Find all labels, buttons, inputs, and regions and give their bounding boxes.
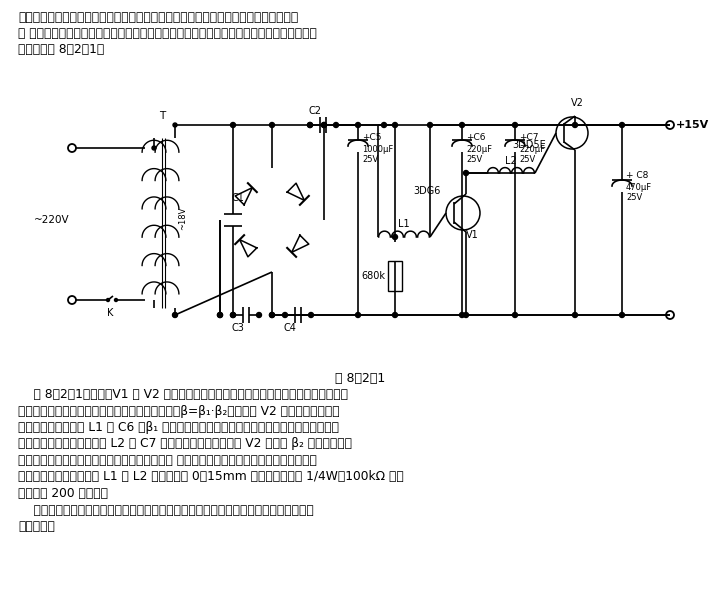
Text: +15V: +15V xyxy=(676,120,709,130)
Circle shape xyxy=(269,123,274,127)
Text: 25V: 25V xyxy=(362,155,378,164)
Circle shape xyxy=(459,312,464,318)
Text: 25V: 25V xyxy=(466,155,482,164)
Circle shape xyxy=(307,123,312,127)
Circle shape xyxy=(428,123,433,127)
Circle shape xyxy=(513,312,518,318)
Circle shape xyxy=(217,312,222,318)
Circle shape xyxy=(173,312,178,318)
Text: 25V: 25V xyxy=(519,155,535,164)
Text: 复合管在本电路中有小范围的稳压作用。实际制作时，可根据自己的需要选择三极管和: 复合管在本电路中有小范围的稳压作用。实际制作时，可根据自己的需要选择三极管和 xyxy=(18,503,314,516)
Circle shape xyxy=(392,123,397,127)
Text: L1: L1 xyxy=(398,219,410,229)
Circle shape xyxy=(307,123,312,127)
Circle shape xyxy=(619,123,624,127)
Text: + C8: + C8 xyxy=(626,171,649,180)
Text: 1000μF: 1000μF xyxy=(362,145,393,154)
Text: V1: V1 xyxy=(466,230,479,240)
Circle shape xyxy=(464,171,469,176)
Circle shape xyxy=(382,123,387,127)
Text: 细的铜线绕制。该电路的 L1 和 L2 是用直径为 0．15mm 左右的漆包线在 1/4W、100kΩ 的电: 细的铜线绕制。该电路的 L1 和 L2 是用直径为 0．15mm 左右的漆包线在… xyxy=(18,471,404,484)
Text: T: T xyxy=(159,111,165,121)
Text: L2: L2 xyxy=(505,156,517,166)
Text: C1: C1 xyxy=(231,193,244,203)
Text: 步滤去残余交流声。把电感加在复合管基极的另 一个优点是：基极电流较小，电感可以用很: 步滤去残余交流声。把电感加在复合管基极的另 一个优点是：基极电流较小，电感可以用… xyxy=(18,454,317,467)
Circle shape xyxy=(333,123,338,127)
Text: 其他元件。: 其他元件。 xyxy=(18,520,55,533)
Circle shape xyxy=(173,123,177,127)
Text: C4: C4 xyxy=(284,323,297,333)
Text: 部分交流声被抑制；加入了 L2 和 C7 后，它们的滤波效果也被 V2 扩大了 β₂ 倍，它们进一: 部分交流声被抑制；加入了 L2 和 C7 后，它们的滤波效果也被 V2 扩大了 … xyxy=(18,437,352,450)
Circle shape xyxy=(256,312,261,318)
Circle shape xyxy=(572,312,577,318)
Text: 一些较高档次的扩音机的前置和收音头，对电源的滤波要求非常高，从扬声器里不能听: 一些较高档次的扩音机的前置和收音头，对电源的滤波要求非常高，从扬声器里不能听 xyxy=(18,11,298,24)
Circle shape xyxy=(322,123,326,127)
Circle shape xyxy=(308,312,313,318)
Text: V2: V2 xyxy=(570,98,583,108)
Circle shape xyxy=(217,312,222,318)
Circle shape xyxy=(513,123,518,127)
Circle shape xyxy=(392,312,397,318)
Circle shape xyxy=(173,313,177,317)
Text: ~18V: ~18V xyxy=(179,206,187,230)
Text: C2: C2 xyxy=(308,106,322,116)
Circle shape xyxy=(282,312,287,318)
Circle shape xyxy=(619,312,624,318)
Circle shape xyxy=(356,123,361,127)
Text: +C6: +C6 xyxy=(466,133,485,142)
Text: 3DD5E: 3DD5E xyxy=(512,140,546,150)
Circle shape xyxy=(269,312,274,318)
Circle shape xyxy=(464,312,469,318)
Text: 3DG6: 3DG6 xyxy=(413,186,441,196)
Text: 25V: 25V xyxy=(626,193,642,202)
Text: 效果相当于直接使用 L1 和 C6 的β₁ 倍，相当于在电路中加入了大电容和大电感，电路中大: 效果相当于直接使用 L1 和 C6 的β₁ 倍，相当于在电路中加入了大电容和大电… xyxy=(18,421,339,434)
Circle shape xyxy=(322,123,326,127)
Circle shape xyxy=(230,312,235,318)
Text: 470μF: 470μF xyxy=(626,183,652,193)
Text: C3: C3 xyxy=(232,323,244,333)
Circle shape xyxy=(114,299,117,302)
Text: ~220V: ~220V xyxy=(34,215,70,225)
Text: K: K xyxy=(107,308,113,318)
Text: 元件加在了复合管的基极。由于复合管的放大系数β=β₁·β₂，因而从 V2 发射极取得的滤波: 元件加在了复合管的基极。由于复合管的放大系数β=β₁·β₂，因而从 V2 发射极… xyxy=(18,405,340,418)
Circle shape xyxy=(572,123,577,127)
Text: 图 8．2．1电路中，V1 和 V2 组成复合管，该电路与其他电路不同的地方主要是把滤波: 图 8．2．1电路中，V1 和 V2 组成复合管，该电路与其他电路不同的地方主要… xyxy=(18,388,348,401)
Text: +C7: +C7 xyxy=(519,133,539,142)
Circle shape xyxy=(230,312,235,318)
Text: 其电路见图 8．2．1。: 其电路见图 8．2．1。 xyxy=(18,43,104,56)
Circle shape xyxy=(392,234,397,240)
Text: +C5: +C5 xyxy=(362,133,382,142)
Circle shape xyxy=(459,123,464,127)
Circle shape xyxy=(152,146,156,150)
Circle shape xyxy=(269,312,274,318)
Text: 220μF: 220μF xyxy=(466,145,492,154)
Text: 际上乱绕 200 匹而成。: 际上乱绕 200 匹而成。 xyxy=(18,487,108,500)
Text: 220μF: 220μF xyxy=(519,145,545,154)
Circle shape xyxy=(107,299,109,302)
Bar xyxy=(388,261,402,291)
Text: 680k: 680k xyxy=(361,271,385,281)
Circle shape xyxy=(356,312,361,318)
Text: 到 一点交流声。这里介绍的这款电源使用较小的电容就能达到几乎完全消除交流声的目的，: 到 一点交流声。这里介绍的这款电源使用较小的电容就能达到几乎完全消除交流声的目的… xyxy=(18,27,317,40)
Text: 图 8．2．1: 图 8．2．1 xyxy=(335,372,385,385)
Circle shape xyxy=(230,123,235,127)
